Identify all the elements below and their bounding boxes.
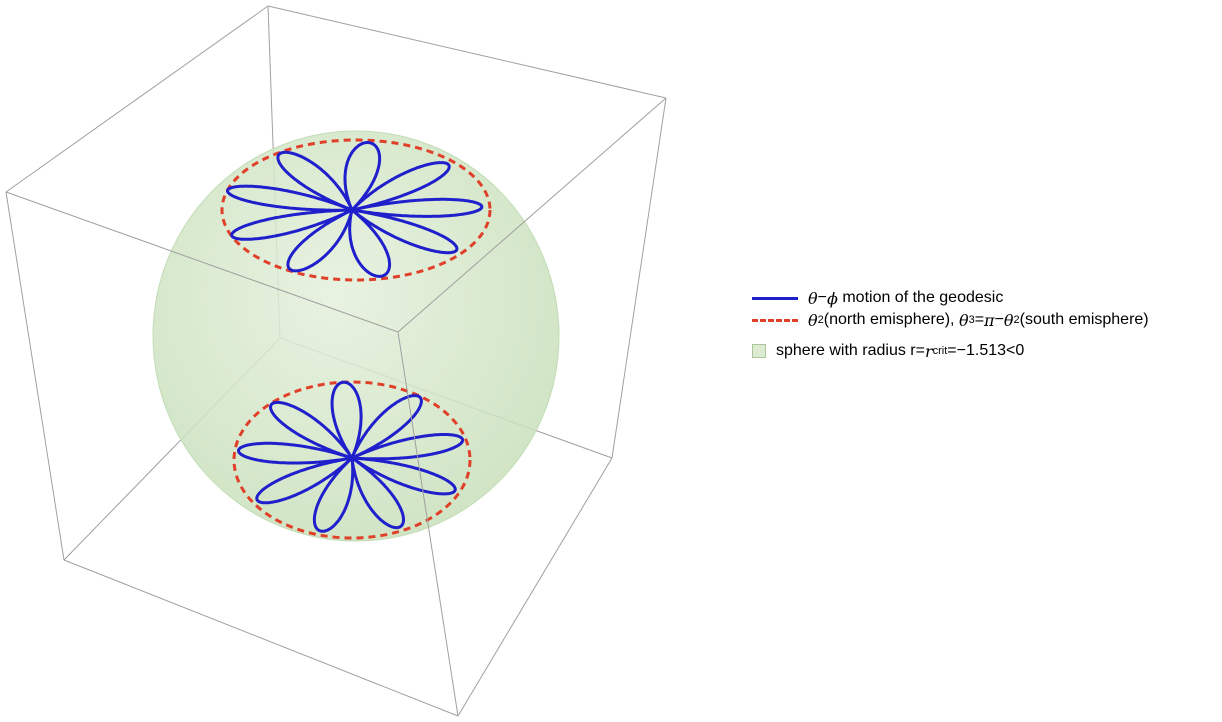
legend-geodesic: θ − ϕ motion of the geodesic bbox=[752, 287, 1149, 309]
theta-symbol: θ bbox=[958, 310, 969, 330]
bounding-box-front-edges bbox=[5, 5, 667, 717]
geodesic-3d-plot bbox=[5, 5, 667, 717]
theta-symbol: θ bbox=[808, 288, 818, 308]
north-label: (north emisphere), bbox=[823, 311, 959, 328]
subscript-2: 2 bbox=[817, 314, 824, 326]
critical-sphere bbox=[152, 130, 560, 542]
sphere-label: sphere with radius r= bbox=[776, 342, 925, 359]
theta-symbol: θ bbox=[808, 310, 818, 330]
north-geodesic-rosette bbox=[226, 141, 484, 278]
minus-symbol: − bbox=[994, 311, 1004, 328]
south-label: (south emisphere) bbox=[1019, 311, 1149, 328]
legend-orbit-bounds: θ 2 (north emisphere), θ 3 = π − θ 2 (south emisp… bbox=[752, 309, 1149, 331]
sphere-value: =−1.513<0 bbox=[947, 342, 1025, 359]
north-bound-curve bbox=[220, 138, 492, 282]
subscript-3: 3 bbox=[968, 314, 975, 326]
dashed-line-swatch bbox=[752, 318, 798, 322]
subscript-2: 2 bbox=[1013, 314, 1020, 326]
equals-symbol: = bbox=[974, 311, 985, 328]
legend: θ − ϕ motion of the geodesic θ 2 (north emis… bbox=[752, 287, 1149, 362]
pi-symbol: π bbox=[984, 310, 995, 330]
subscript-crit: crit bbox=[932, 345, 948, 357]
solid-line-swatch bbox=[752, 296, 798, 300]
r-symbol: r bbox=[924, 341, 933, 361]
legend-geodesic-label: motion of the geodesic bbox=[837, 289, 1004, 306]
theta-symbol: θ bbox=[1003, 310, 1014, 330]
phi-symbol: ϕ bbox=[826, 288, 838, 308]
dash-symbol: − bbox=[817, 289, 827, 306]
sphere-swatch bbox=[752, 344, 766, 358]
south-geodesic-rosette bbox=[237, 380, 465, 533]
legend-sphere: sphere with radius r= r crit =−1.513<0 bbox=[752, 340, 1149, 362]
south-bound-curve bbox=[232, 380, 472, 540]
